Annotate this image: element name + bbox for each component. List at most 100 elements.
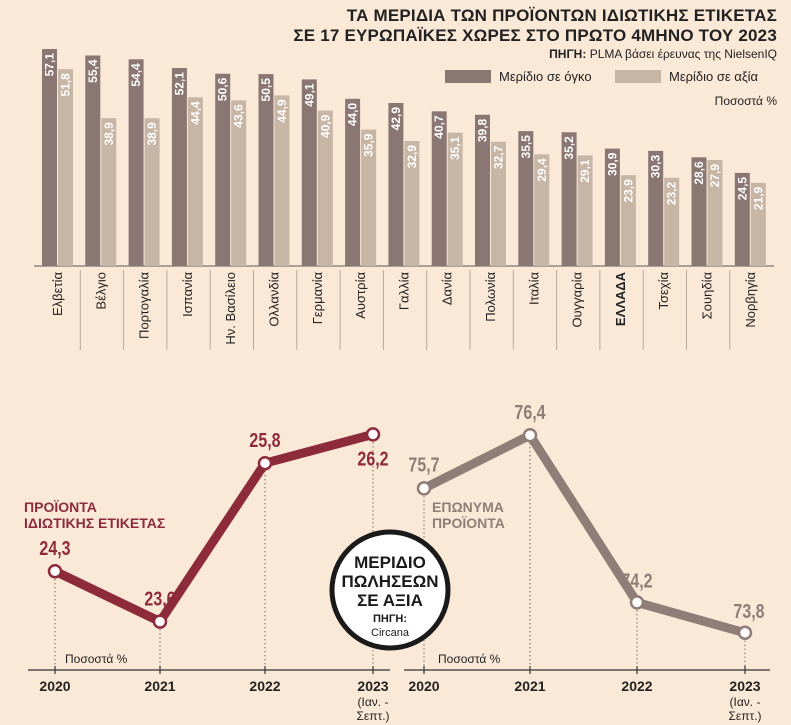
- bar-value-label: 32,9: [405, 145, 419, 169]
- bar-volume: [128, 59, 144, 266]
- bar-volume-label: 55,4: [86, 59, 100, 83]
- bar-value-label: 35,9: [362, 133, 376, 157]
- bar-volume-label: 30,9: [605, 152, 619, 176]
- series-line: [421, 430, 747, 638]
- bar-category-label: Αυστρία: [353, 272, 368, 319]
- legend-label-volume: Μερίδιο σε όγκο: [499, 69, 592, 84]
- source-note: ΠΗΓΗ: PLMA βάσει έρευνας της NielsenIQ: [549, 47, 777, 61]
- bar-category-label: Γαλλία: [396, 272, 411, 311]
- badge-line-3: ΣΕ ΑΞΙΑ: [357, 591, 423, 610]
- left-series-title: ΠΡΟΪΟΝΤΑ ΙΔΙΩΤΙΚΗΣ ΕΤΙΚΕΤΑΣ: [24, 499, 165, 531]
- left-unit-label: Ποσοστά %: [65, 652, 128, 666]
- year-label: 2022: [621, 678, 652, 694]
- bar-volume: [42, 49, 57, 266]
- legend-swatch-value: [615, 70, 661, 83]
- bar-volume: [345, 98, 361, 266]
- bar-volume: [388, 102, 404, 266]
- bar-volume-label: 39,8: [476, 118, 490, 142]
- bar-value-label: 43,6: [232, 104, 246, 128]
- bar-volume-label: 28,6: [692, 161, 706, 185]
- bar-volume: [604, 148, 620, 266]
- right-unit-label: Ποσοστά %: [438, 652, 501, 666]
- series-value-label: 26,2: [357, 448, 388, 470]
- year-label: 2023: [729, 678, 760, 694]
- bar-value: [447, 132, 463, 266]
- bar-volume: [431, 111, 447, 266]
- bar-volume-label: 30,3: [649, 155, 663, 179]
- badge-line-1: ΜΕΡΙΔΙΟ: [354, 553, 426, 572]
- bar-value-label: 23,2: [665, 182, 679, 206]
- bar-value-label: 51,8: [59, 73, 73, 97]
- year-note-line-1: (Ιαν. -: [358, 695, 389, 709]
- bar-value: [664, 177, 680, 266]
- title-line-2: ΣΕ 17 ΕΥΡΩΠΑΪΚΕΣ ΧΩΡΕΣ ΣΤΟ ΠΡΩΤΟ 4ΜΗΝΟ Τ…: [293, 26, 777, 45]
- bar-chart: 57,151,8 Ελβετία 55,4 38,9 Βέλγιο 54,4 38,9 Πορ…: [34, 49, 775, 350]
- series-point: [365, 427, 381, 442]
- bar-value: [491, 141, 506, 266]
- bar-volume-label: 49,1: [302, 83, 316, 107]
- bar-category-label: Ην. Βασίλειο: [223, 272, 238, 345]
- series-value-label: 73,8: [733, 600, 764, 622]
- bar-volume-label: 50,6: [216, 77, 230, 101]
- badge-source: Circana: [371, 627, 410, 639]
- bar-value: [750, 182, 766, 266]
- bar-volume: [215, 73, 231, 266]
- bar-value: [231, 100, 247, 266]
- bar-category-label: Ολλανδία: [267, 272, 282, 327]
- series-value-label: 75,7: [408, 454, 439, 476]
- badge: ΜΕΡΙΔΙΟ ΠΩΛΗΣΕΩΝ ΣΕ ΑΞΙΑ ΠΗΓΗ: Circana: [329, 529, 451, 651]
- bar-category-label: ΕΛΛΑΔΑ: [613, 271, 628, 326]
- year-label: 2022: [249, 678, 280, 694]
- bar-value-label: 29,1: [578, 159, 592, 183]
- bar-value-label: 23,9: [621, 179, 635, 203]
- series-point: [257, 455, 273, 471]
- lower-unit-labels: Ποσοστά % Ποσοστά %: [65, 652, 501, 666]
- bar-value-label: 29,4: [535, 158, 549, 182]
- bar-value-label: 44,4: [188, 101, 202, 125]
- bar-category-label: Ιταλία: [526, 272, 541, 305]
- bar-value-label: 35,1: [448, 136, 462, 160]
- bar-value-label: 44,9: [275, 99, 289, 123]
- bar-volume-label: 54,4: [129, 63, 143, 87]
- series-point: [629, 595, 645, 610]
- badge-source-label: ΠΗΓΗ:: [373, 613, 407, 625]
- year-label: 2020: [39, 678, 70, 694]
- bar-value: [101, 118, 117, 267]
- bar-volume-label: 24,5: [735, 177, 749, 201]
- bar-value: [620, 175, 636, 266]
- bar-volume: [475, 114, 490, 266]
- bar-value: [144, 118, 160, 267]
- badge-line-2: ΠΩΛΗΣΕΩΝ: [342, 572, 439, 591]
- right-series-title-line-1: ΕΠΩΝΥΜΑ: [432, 499, 504, 515]
- year-label: 2020: [408, 678, 439, 694]
- right-series-title: ΕΠΩΝΥΜΑ ΠΡΟΪΟΝΤΑ: [432, 499, 505, 531]
- series-value-label: 76,4: [514, 402, 545, 424]
- right-series-title-line-2: ΠΡΟΪΟΝΤΑ: [432, 515, 505, 531]
- bar-category-label: Σουηδία: [700, 272, 715, 320]
- bar-value-label: 27,9: [708, 164, 722, 188]
- bar-volume-label: 52,1: [172, 72, 186, 96]
- year-label: 2021: [514, 678, 545, 694]
- bar-category-label: Τσεχία: [656, 272, 671, 310]
- bar-value-label: 38,9: [102, 122, 116, 146]
- bar-value: [404, 140, 420, 266]
- series-value-label: 24,3: [39, 538, 70, 560]
- series-point: [522, 427, 538, 443]
- bar-value: [577, 155, 593, 266]
- series-point: [416, 481, 432, 496]
- series-value-label: 25,8: [249, 430, 280, 452]
- bar-volume-label: 50,5: [259, 78, 273, 102]
- series-value-label: 23,6: [144, 588, 175, 610]
- bar-value-label: 32,7: [492, 145, 506, 169]
- source-label: ΠΗΓΗ:: [549, 47, 587, 61]
- series-point: [737, 625, 753, 641]
- legend-label-value: Μερίδιο σε αξία: [669, 69, 759, 84]
- bar-volume: [85, 55, 101, 267]
- series-point: [152, 614, 168, 629]
- bar-category-label: Πολωνία: [483, 272, 498, 322]
- bar-volume: [648, 150, 664, 266]
- legend-swatch-volume: [445, 70, 491, 83]
- bar-volume: [691, 157, 707, 266]
